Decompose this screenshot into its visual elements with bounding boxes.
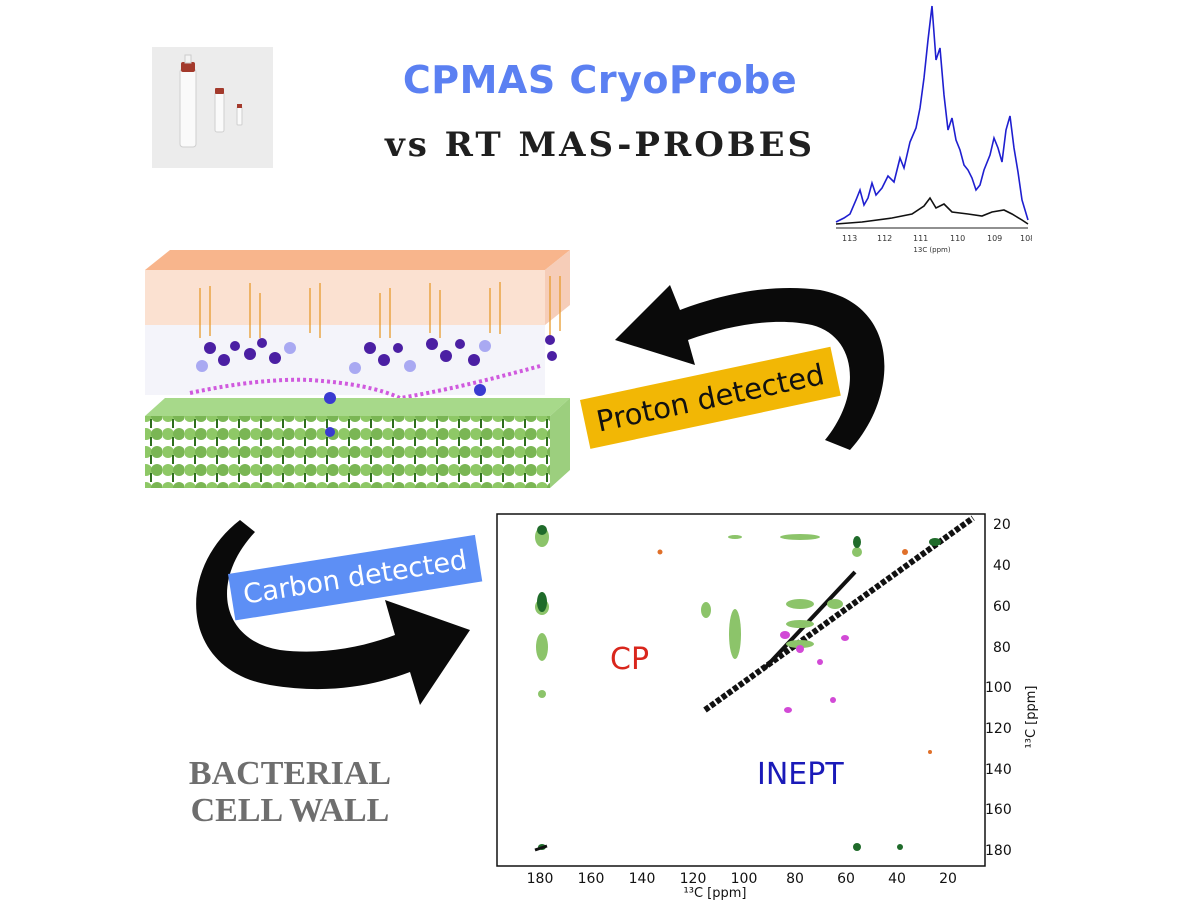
spectrum-2d-y-tick: 140	[985, 762, 1012, 778]
spectrum-2d-x-tick: 40	[888, 871, 906, 887]
spectrum-2d-x-tick: 60	[837, 871, 855, 887]
spectrum-2d-plot: CP INEPT 180 160 140 120 100 80 60 40 20…	[496, 513, 1039, 900]
spectrum-1d-tick: 109	[987, 234, 1002, 243]
spectrum-1d-cryoprobe-trace	[835, 5, 1029, 223]
spectrum-2d-y-tick: 20	[993, 517, 1011, 533]
inept-region-label: INEPT	[757, 757, 844, 792]
cp-region-label: CP	[610, 642, 649, 677]
spectrum-2d-inept-contours	[780, 631, 849, 713]
carbon-arrow	[196, 520, 470, 705]
spectrum-2d-diagonal	[703, 515, 975, 713]
spectrum-1d-xlabel: 13C (ppm)	[913, 246, 950, 254]
spectrum-2d-y-tick: 80	[993, 640, 1011, 656]
spectrum-2d-y-tick: 40	[993, 558, 1011, 574]
spectrum-2d-y-tick: 180	[985, 843, 1012, 859]
cell-wall-illustration	[145, 250, 570, 488]
spectrum-1d-rt-trace	[835, 196, 1029, 225]
spectrum-1d-tick: 112	[877, 234, 892, 243]
proton-arrow	[615, 285, 885, 450]
spectrum-2d-x-tick: 120	[680, 871, 707, 887]
spectrum-2d-xlabel: ¹³C [ppm]	[684, 886, 747, 900]
spectrum-2d-ylabel: ¹³C [ppm]	[1024, 686, 1039, 749]
spectrum-2d-x-tick: 100	[731, 871, 758, 887]
footer-line-1: BACTERIAL	[188, 755, 392, 792]
spectrum-2d-x-tick: 140	[629, 871, 656, 887]
footer-caption: BACTERIAL CELL WALL	[165, 755, 415, 829]
spectrum-2d-y-tick: 120	[985, 721, 1012, 737]
spectrum-2d-x-tick: 80	[786, 871, 804, 887]
spectrum-1d-tick: 113	[842, 234, 857, 243]
spectrum-2d-y-tick: 160	[985, 802, 1012, 818]
spectrum-1d-plot: 113 112 111 110 109 108 13C (ppm)	[835, 5, 1032, 254]
spectrum-1d-tick: 110	[950, 234, 965, 243]
page-subtitle: vs RT MAS-PROBES	[384, 125, 816, 165]
spectrum-2d-y-tick: 100	[985, 680, 1012, 696]
rotor-photo	[152, 47, 273, 168]
spectrum-2d-y-tick: 60	[993, 599, 1011, 615]
spectrum-1d-tick: 108	[1020, 234, 1032, 243]
spectrum-2d-frame	[496, 513, 986, 867]
page-title: CPMAS CryoProbe	[402, 58, 798, 102]
spectrum-2d-x-tick: 20	[939, 871, 957, 887]
spectrum-1d-tick: 111	[913, 234, 928, 243]
footer-line-2: CELL WALL	[190, 792, 390, 829]
spectrum-2d-x-tick: 180	[527, 871, 554, 887]
spectrum-2d-x-tick: 160	[578, 871, 605, 887]
